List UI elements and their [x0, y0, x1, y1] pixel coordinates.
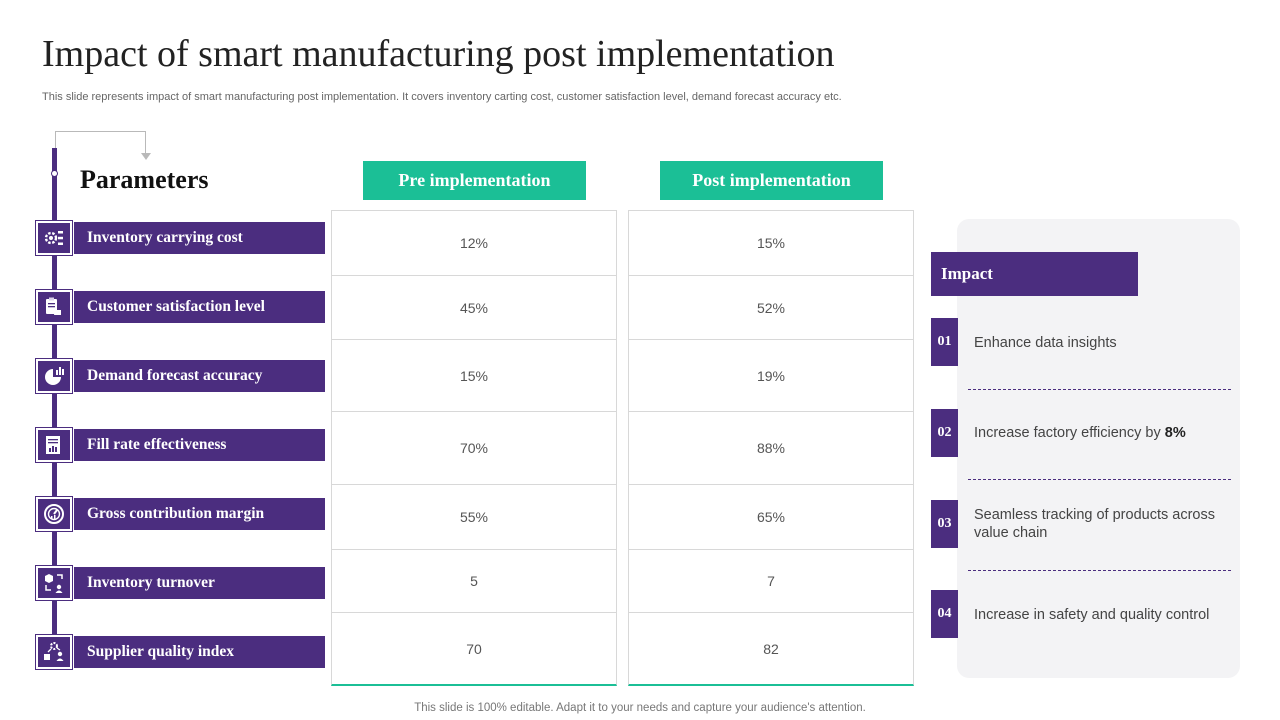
- supplier-gear-icon: [35, 634, 73, 670]
- timeline-rail: [52, 148, 57, 668]
- impact-heading: Impact: [931, 252, 1138, 296]
- table-cell: 15%: [332, 339, 616, 411]
- parameter-row: Customer satisfaction level: [35, 289, 326, 325]
- page-subtitle: This slide represents impact of smart ma…: [42, 91, 842, 103]
- parameter-label: Inventory carrying cost: [74, 222, 325, 254]
- parameter-row: Gross contribution margin: [35, 496, 326, 532]
- clipboard-hand-icon: [35, 289, 73, 325]
- table-cell: 82: [629, 612, 913, 685]
- impact-item-text: Seamless tracking of products across val…: [974, 507, 1215, 541]
- impact-item-highlight: 8%: [1164, 425, 1186, 441]
- divider: [968, 389, 1231, 390]
- impact-item-text: Increase in safety and quality control: [974, 607, 1210, 623]
- pre-implementation-heading: Pre implementation: [363, 161, 586, 200]
- table-cell: 65%: [629, 484, 913, 549]
- timeline-dot: [51, 170, 58, 177]
- impact-number: 01: [931, 318, 958, 366]
- divider: [968, 479, 1231, 480]
- pre-implementation-column: 12% 45% 15% 70% 55% 5 70: [331, 210, 617, 686]
- connector-line: [55, 131, 146, 155]
- table-cell: 19%: [629, 339, 913, 411]
- parameter-row: Supplier quality index: [35, 634, 326, 670]
- table-cell: 70: [332, 612, 616, 685]
- table-cell: 52%: [629, 275, 913, 339]
- parameter-row: Demand forecast accuracy: [35, 358, 326, 394]
- post-implementation-column: 15% 52% 19% 88% 65% 7 82: [628, 210, 914, 686]
- table-cell: 70%: [332, 411, 616, 484]
- parameter-row: Inventory carrying cost: [35, 220, 326, 256]
- box-cycle-icon: [35, 565, 73, 601]
- parameter-label: Inventory turnover: [74, 567, 325, 599]
- gear-list-icon: [35, 220, 73, 256]
- parameters-heading: Parameters: [80, 165, 209, 194]
- table-cell: 5: [332, 549, 616, 612]
- footer-note: This slide is 100% editable. Adapt it to…: [414, 702, 866, 714]
- post-implementation-heading: Post implementation: [660, 161, 883, 200]
- pie-chart-icon: [35, 358, 73, 394]
- table-cell: 88%: [629, 411, 913, 484]
- table-cell: 45%: [332, 275, 616, 339]
- parameter-label: Demand forecast accuracy: [74, 360, 325, 392]
- impact-number: 02: [931, 409, 958, 457]
- connector-arrow-icon: [141, 153, 151, 160]
- report-chart-icon: [35, 427, 73, 463]
- table-cell: 55%: [332, 484, 616, 549]
- parameter-label: Gross contribution margin: [74, 498, 325, 530]
- parameter-row: Inventory turnover: [35, 565, 326, 601]
- page-title: Impact of smart manufacturing post imple…: [42, 33, 835, 75]
- impact-item-text: Enhance data insights: [974, 335, 1117, 351]
- gauge-icon: [35, 496, 73, 532]
- parameter-label: Fill rate effectiveness: [74, 429, 325, 461]
- parameter-row: Fill rate effectiveness: [35, 427, 326, 463]
- table-cell: 15%: [756, 235, 786, 251]
- parameter-label: Supplier quality index: [74, 636, 325, 668]
- table-cell: 12%: [459, 235, 489, 251]
- impact-number: 03: [931, 500, 958, 548]
- table-cell: 7: [629, 549, 913, 612]
- parameter-label: Customer satisfaction level: [74, 291, 325, 323]
- impact-item-text: Increase factory efficiency by 8%: [974, 424, 1229, 442]
- impact-item-text-main: Increase factory efficiency by: [974, 425, 1165, 441]
- impact-number: 04: [931, 590, 958, 638]
- divider: [968, 570, 1231, 571]
